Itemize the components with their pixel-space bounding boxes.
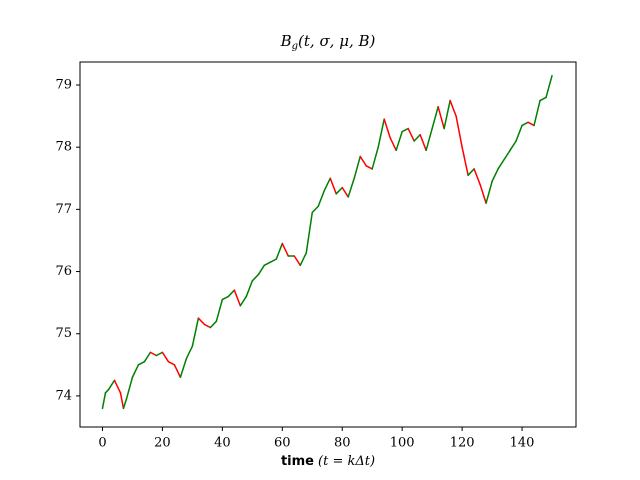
line-segment xyxy=(491,168,499,183)
line-segment xyxy=(173,364,182,379)
line-segment xyxy=(503,149,511,161)
line-segment xyxy=(377,118,385,148)
line-segment xyxy=(473,168,481,186)
x-tick-label: 0 xyxy=(98,436,106,451)
line-segment xyxy=(257,264,266,276)
line-segment xyxy=(407,127,415,142)
line-segment xyxy=(203,323,212,329)
line-segment xyxy=(527,121,535,127)
line-segment xyxy=(263,261,272,267)
line-segment xyxy=(479,183,487,204)
title-main: B xyxy=(280,32,292,50)
line-segment xyxy=(245,280,254,298)
line-segment xyxy=(197,317,206,326)
line-segment xyxy=(125,376,134,400)
line-segment xyxy=(311,205,320,214)
line-segment xyxy=(419,134,427,152)
line-segment xyxy=(359,155,367,167)
y-tick-label: 75 xyxy=(55,326,72,341)
line-segment xyxy=(467,168,475,176)
line-segment xyxy=(167,360,176,366)
line-segment xyxy=(539,96,547,102)
line-segment xyxy=(293,255,302,267)
line-segment xyxy=(401,127,409,133)
line-segment xyxy=(347,177,355,198)
y-tick-label: 74 xyxy=(55,388,72,403)
line-segment xyxy=(413,134,421,142)
line-segment xyxy=(269,258,278,263)
line-segment xyxy=(497,158,505,170)
line-segment xyxy=(533,99,541,127)
line-segment xyxy=(461,146,469,176)
line-segment xyxy=(545,74,553,99)
line-segment xyxy=(383,118,391,139)
title-subscript: g xyxy=(292,41,298,52)
line-segment xyxy=(371,146,379,170)
x-tick-label: 60 xyxy=(274,436,291,451)
line-segment xyxy=(437,106,445,130)
x-tick-label: 100 xyxy=(390,436,415,451)
x-tick-label: 140 xyxy=(510,436,535,451)
line-segment xyxy=(515,124,523,142)
line-segment xyxy=(329,177,337,195)
line-segment xyxy=(149,351,158,357)
line-segment xyxy=(305,211,314,254)
line-segment xyxy=(131,364,140,379)
line-segment xyxy=(101,392,107,410)
line-segment xyxy=(455,115,463,148)
line-segment xyxy=(221,295,230,301)
line-segment xyxy=(209,320,218,329)
line-segment xyxy=(365,165,373,170)
title-args: (t, σ, μ, B) xyxy=(298,32,375,50)
line-segment xyxy=(227,289,236,298)
line-segment xyxy=(509,140,517,152)
line-segment xyxy=(239,295,248,307)
y-tick-label: 79 xyxy=(55,78,72,93)
plot-frame xyxy=(79,61,577,428)
x-label-word: time xyxy=(281,454,314,469)
line-segment xyxy=(275,242,284,260)
line-segment xyxy=(353,155,361,180)
line-segment xyxy=(443,99,451,130)
line-segment xyxy=(299,252,308,267)
line-segment xyxy=(251,273,260,282)
line-segment xyxy=(179,357,188,379)
x-axis-label: time (t = kΔt) xyxy=(281,454,375,469)
line-segment xyxy=(395,130,403,152)
line-segment xyxy=(191,317,200,347)
line-segment xyxy=(137,360,146,366)
line-segment xyxy=(485,180,493,204)
y-tick-label: 78 xyxy=(55,140,72,155)
chart-title: Bg(t, σ, μ, B) xyxy=(280,32,376,52)
line-segment xyxy=(425,127,433,152)
x-tick-label: 120 xyxy=(450,436,475,451)
x-label-math: (t = kΔt) xyxy=(318,454,375,469)
line-segment xyxy=(113,379,122,394)
line-segment xyxy=(215,298,224,323)
x-tick-label: 20 xyxy=(154,436,171,451)
line-segment xyxy=(335,186,343,195)
line-segment xyxy=(161,351,170,363)
line-segment xyxy=(119,392,125,410)
line-segment xyxy=(122,398,128,410)
line-segment xyxy=(233,289,242,307)
line-segment xyxy=(431,106,439,130)
line-segment xyxy=(143,351,152,363)
line-segment xyxy=(521,121,529,127)
x-tick-label: 80 xyxy=(334,436,351,451)
y-tick-label: 76 xyxy=(55,264,72,279)
line-segment xyxy=(107,379,116,391)
x-tick-label: 40 xyxy=(214,436,231,451)
line-segment xyxy=(323,177,331,192)
line-segment xyxy=(281,242,290,257)
y-tick-label: 77 xyxy=(55,202,72,217)
line-segment xyxy=(389,137,397,152)
line-segment xyxy=(155,351,164,357)
line-segment xyxy=(317,189,326,208)
line-segment xyxy=(185,345,194,360)
line-segment xyxy=(449,99,457,117)
line-segment xyxy=(341,186,349,198)
